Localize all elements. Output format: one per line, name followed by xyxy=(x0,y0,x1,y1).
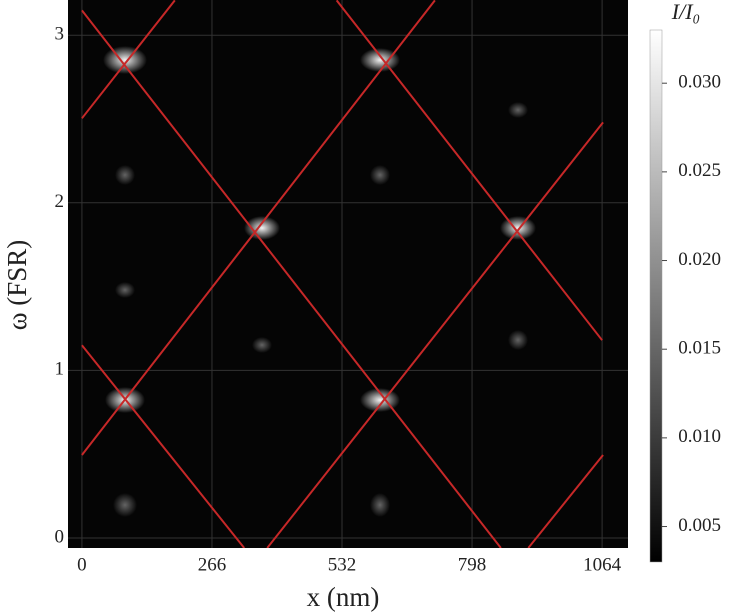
y-tick-label: 2 xyxy=(55,191,65,212)
colorbar-tick-label: 0.025 xyxy=(678,160,721,181)
x-tick-label: 266 xyxy=(198,554,227,575)
fit-line xyxy=(81,9,502,548)
colorbar-label: I/I₀ xyxy=(671,0,700,24)
fit-line xyxy=(81,0,176,119)
x-tick-label: 798 xyxy=(458,554,487,575)
fit-line xyxy=(81,0,436,456)
grid xyxy=(68,0,628,548)
colorbar xyxy=(649,29,663,563)
x-tick-label: 1064 xyxy=(583,554,622,575)
colorbar-tick-label: 0.010 xyxy=(678,426,721,447)
colorbar-tick-label: 0.020 xyxy=(678,249,721,270)
plot-area xyxy=(68,0,628,548)
x-tick-label: 0 xyxy=(77,554,87,575)
colorbar-tick-label: 0.005 xyxy=(678,515,721,536)
colorbar-tick-label: 0.030 xyxy=(678,72,721,93)
fit-line xyxy=(527,454,604,548)
colorbar-tick-label: 0.015 xyxy=(678,338,721,359)
fit-line xyxy=(266,121,604,548)
x-tick-label: 532 xyxy=(328,554,357,575)
fit-lines xyxy=(81,0,604,548)
fit-line xyxy=(81,344,246,548)
y-tick-label: 1 xyxy=(55,359,65,380)
y-tick-label: 3 xyxy=(55,24,65,45)
fit-line xyxy=(335,0,603,341)
y-tick-label: 0 xyxy=(55,526,65,547)
y-axis-label: ω (FSR) xyxy=(2,240,32,331)
x-axis-label: x (nm) xyxy=(307,582,380,612)
